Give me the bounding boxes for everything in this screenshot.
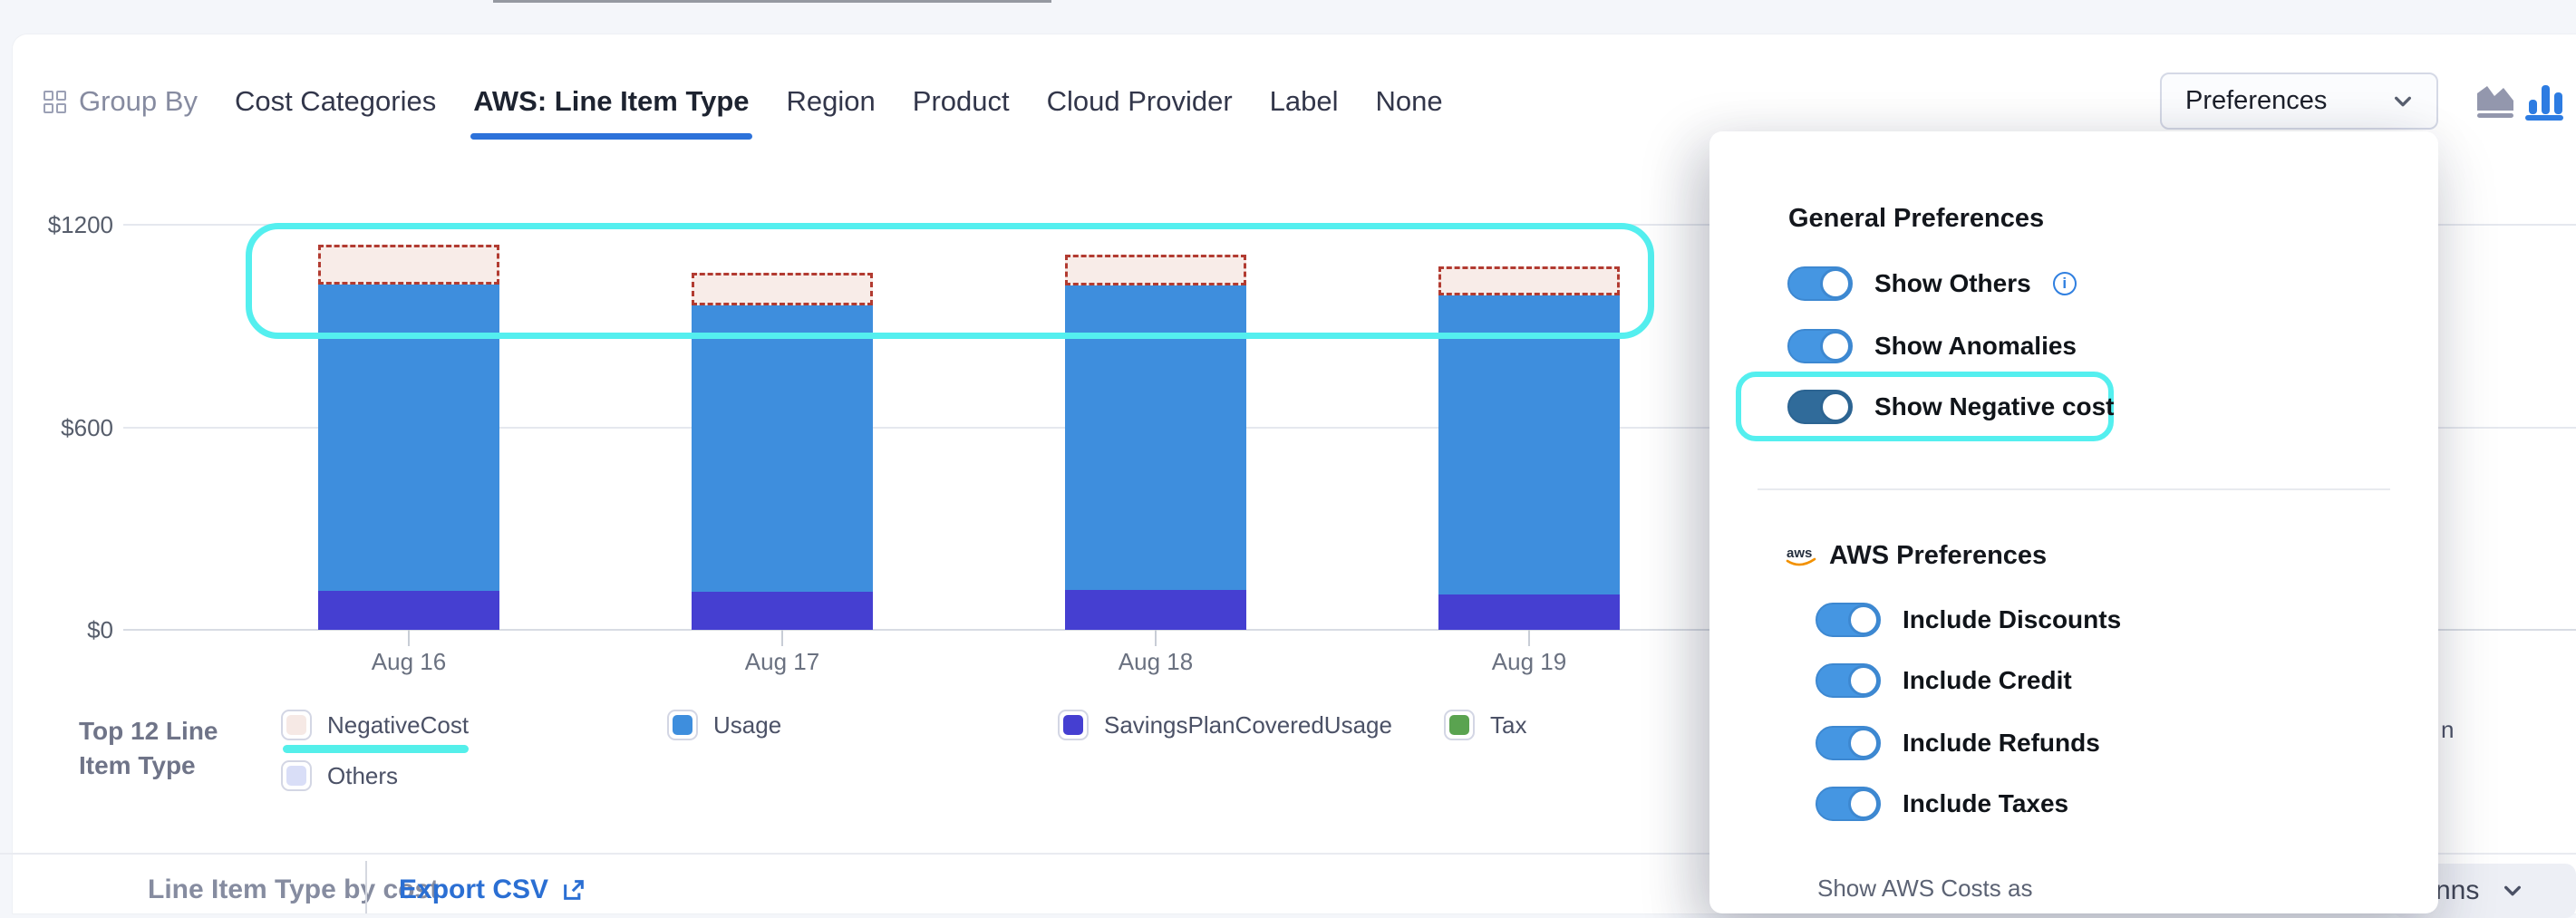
external-link-icon — [564, 880, 584, 900]
aws-preferences-heading: AWS Preferences — [1829, 541, 2048, 570]
legend-item-usage[interactable]: Usage — [667, 710, 781, 740]
y-axis-label: $0 — [87, 616, 113, 643]
show-aws-costs-as-label: Show AWS Costs as — [1817, 875, 2033, 902]
x-axis-label: Aug 18 — [1118, 648, 1194, 675]
toggle-row-include-credit: Include Credit — [1816, 662, 2072, 699]
bar-aug17-negativecost[interactable] — [692, 272, 873, 306]
tab-cloud-provider[interactable]: Cloud Provider — [1046, 85, 1233, 117]
show-others-toggle[interactable] — [1787, 266, 1853, 301]
legend-item-others[interactable]: Others — [281, 760, 398, 791]
preferences-panel: General Preferences Show Others i Show A… — [1709, 131, 2438, 913]
area-chart-icon[interactable] — [2474, 83, 2517, 120]
bar-aug17-usage[interactable] — [692, 305, 873, 592]
bar-aug16-savingsplancoveredusage[interactable] — [318, 591, 499, 630]
bar-chart-icon[interactable] — [2528, 83, 2564, 114]
bar-aug19-negativecost[interactable] — [1438, 266, 1620, 295]
toggle-row-include-refunds: Include Refunds — [1816, 725, 2100, 761]
tab-label[interactable]: Label — [1269, 85, 1339, 117]
x-axis-tick — [1155, 630, 1157, 646]
preferences-button-label: Preferences — [2185, 86, 2328, 115]
x-axis-tick — [1528, 630, 1530, 646]
preferences-dropdown-button[interactable]: Preferences — [2160, 72, 2438, 130]
group-by-label-wrap: Group By — [44, 85, 198, 118]
include-credit-toggle[interactable] — [1816, 663, 1881, 698]
x-axis-label: Aug 17 — [744, 648, 820, 675]
info-icon[interactable]: i — [2052, 272, 2077, 295]
section-divider — [0, 853, 2576, 855]
negative-cost-highlight-box — [246, 223, 1654, 339]
show-anomalies-toggle[interactable] — [1787, 329, 1853, 363]
chevron-down-icon — [2504, 885, 2522, 896]
include-taxes-toggle[interactable] — [1816, 787, 1881, 821]
legend-highlight-underline — [283, 745, 469, 753]
toggle-row-show-negative-cost: Show Negative cost — [1787, 389, 2115, 425]
legend-title: Top 12 Line Item Type — [79, 717, 218, 779]
bar-aug19-savingsplancoveredusage[interactable] — [1438, 594, 1620, 630]
tab-cost-categories[interactable]: Cost Categories — [234, 85, 437, 117]
vertical-divider — [365, 861, 367, 913]
bar-aug18-savingsplancoveredusage[interactable] — [1065, 590, 1246, 630]
toggle-row-include-taxes: Include Taxes — [1816, 786, 2068, 822]
group-by-grid-icon — [44, 90, 66, 113]
bar-aug19-usage[interactable] — [1438, 295, 1620, 594]
toggle-row-include-discounts: Include Discounts — [1816, 602, 2121, 638]
include-discounts-toggle[interactable] — [1816, 603, 1881, 637]
x-axis-tick — [781, 630, 783, 646]
bar-aug16-negativecost[interactable] — [318, 244, 499, 285]
legend-item-tax[interactable]: Tax — [1444, 710, 1526, 740]
panel-divider — [1758, 488, 2390, 490]
show-negative-cost-toggle[interactable] — [1787, 390, 1853, 424]
aws-preferences-heading-wrap: aws AWS Preferences — [1786, 541, 2047, 571]
svg-text:aws: aws — [1787, 546, 1812, 561]
legend-item-negativecost[interactable]: NegativeCost — [281, 710, 469, 740]
others-swatch — [281, 760, 312, 791]
x-axis-label: Aug 19 — [1491, 648, 1567, 675]
window-edge-artifact — [493, 0, 1051, 3]
aws-logo-icon: aws — [1786, 546, 1816, 565]
toggle-row-show-anomalies: Show Anomalies — [1787, 328, 2077, 364]
table-section-title: Line Item Type by cost — [148, 875, 440, 904]
x-axis-tick — [408, 630, 410, 646]
y-axis-label: $1200 — [47, 211, 113, 238]
general-preferences-heading: General Preferences — [1788, 204, 2045, 233]
clipped-legend-text-fragment: n — [2441, 716, 2455, 743]
gridline-0 — [123, 629, 2576, 631]
negativecost-swatch — [281, 710, 312, 740]
usage-swatch — [667, 710, 698, 740]
y-axis-label: $600 — [61, 413, 113, 441]
chevron-down-icon — [2395, 96, 2411, 106]
x-axis-label: Aug 16 — [371, 648, 447, 675]
bar-chart-selected-underline — [2525, 115, 2563, 121]
tab-product[interactable]: Product — [912, 85, 1010, 117]
bar-aug18-negativecost[interactable] — [1065, 255, 1246, 286]
group-by-toolbar: Group By Cost Categories AWS: Line Item … — [44, 82, 1443, 140]
legend-item-savingsplancoveredusage[interactable]: SavingsPlanCoveredUsage — [1058, 710, 1392, 740]
bar-aug17-savingsplancoveredusage[interactable] — [692, 591, 873, 630]
show-negative-cost-highlight — [1736, 372, 2114, 441]
gridline-600 — [123, 426, 2576, 429]
export-csv-link[interactable]: Export CSV — [399, 875, 586, 905]
tab-none[interactable]: None — [1375, 85, 1443, 117]
tab-region[interactable]: Region — [786, 85, 876, 117]
savingsplancoveredusage-swatch — [1058, 710, 1089, 740]
tax-swatch — [1444, 710, 1475, 740]
tab-aws-line-item-type[interactable]: AWS: Line Item Type — [470, 85, 752, 140]
toggle-row-show-others: Show Others i — [1787, 266, 2077, 302]
include-refunds-toggle[interactable] — [1816, 726, 1881, 760]
group-by-label: Group By — [79, 85, 198, 117]
